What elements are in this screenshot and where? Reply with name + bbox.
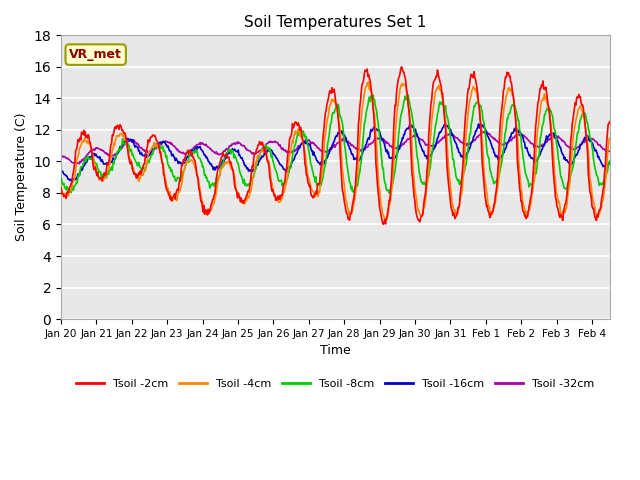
Title: Soil Temperatures Set 1: Soil Temperatures Set 1 <box>244 15 426 30</box>
Legend: Tsoil -2cm, Tsoil -4cm, Tsoil -8cm, Tsoil -16cm, Tsoil -32cm: Tsoil -2cm, Tsoil -4cm, Tsoil -8cm, Tsoi… <box>72 374 598 393</box>
X-axis label: Time: Time <box>320 344 351 357</box>
Text: VR_met: VR_met <box>69 48 122 61</box>
Y-axis label: Soil Temperature (C): Soil Temperature (C) <box>15 113 28 241</box>
